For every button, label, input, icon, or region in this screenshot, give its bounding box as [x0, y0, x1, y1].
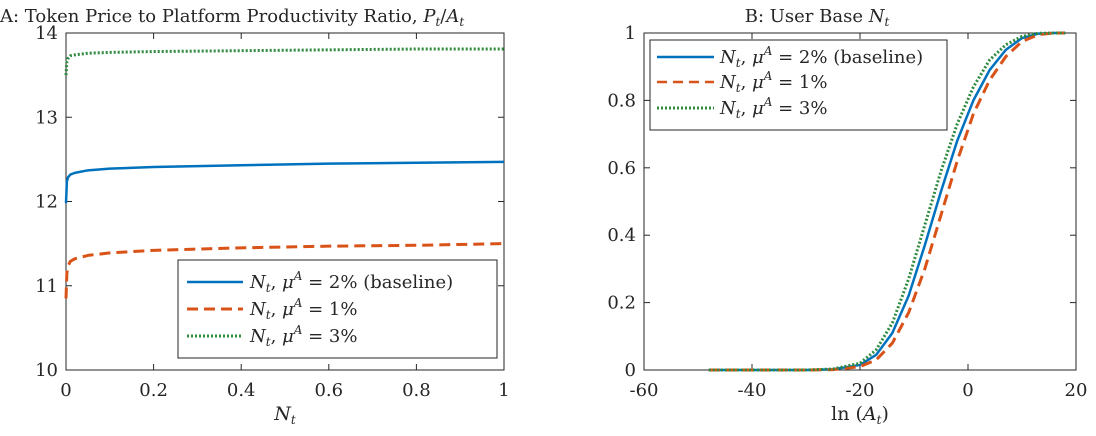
y-tick-label: 10 — [35, 360, 58, 381]
panel-b-series-lines — [708, 31, 1066, 372]
y-tick-label: 0.2 — [607, 293, 636, 314]
panel-a-legend-label-mu3: Nt, μA = 3% — [249, 323, 358, 349]
panel-a-legend: Nt, μA = 2% (baseline) Nt, μA = 1% Nt, μ… — [177, 259, 498, 359]
panel-a-y-ticks: 10 11 12 13 14 — [35, 23, 504, 381]
x-tick-label: 1 — [498, 380, 509, 401]
panel-a-legend-label-baseline: Nt, μA = 2% (baseline) — [249, 269, 453, 295]
panel-a-x-axis-label: Nt — [273, 403, 296, 427]
panel-b-title: B: User Base Nt — [745, 6, 890, 29]
series-line-solid — [64, 160, 505, 204]
series-line-dashed — [64, 242, 505, 299]
series-line-dashed — [708, 31, 1066, 372]
y-tick-label: 1 — [625, 23, 636, 44]
panel-b-legend-label-baseline: Nt, μA = 2% (baseline) — [719, 44, 923, 70]
y-tick-label: 13 — [35, 107, 58, 128]
x-tick-label: 0 — [60, 380, 71, 401]
panel-b-legend-label-mu3: Nt, μA = 3% — [719, 95, 828, 121]
y-tick-label: 11 — [35, 276, 58, 297]
panel-b-legend: Nt, μA = 2% (baseline) Nt, μA = 1% Nt, μ… — [649, 39, 948, 131]
panel-b-legend-box — [649, 39, 948, 131]
x-tick-label: -20 — [846, 380, 875, 401]
y-tick-label: 0 — [625, 360, 636, 381]
x-tick-label: -40 — [738, 380, 767, 401]
panel-b-x-axis-label: ln (At) — [831, 403, 889, 427]
x-tick-label: 0 — [962, 380, 973, 401]
x-tick-label: 0.2 — [139, 380, 168, 401]
panel-b-legend-label-mu1: Nt, μA = 1% — [719, 69, 828, 95]
x-tick-label: 20 — [1065, 380, 1088, 401]
x-tick-label: -60 — [630, 380, 659, 401]
panel-b: B: User Base Nt 0 0.2 0.4 0.6 0.8 1 -60 -40 -20… — [607, 6, 1087, 427]
x-tick-label: 0.4 — [227, 380, 256, 401]
panel-a: A: Token Price to Platform Productivity … — [0, 6, 510, 427]
y-tick-label: 0.4 — [607, 225, 636, 246]
y-tick-label: 12 — [35, 192, 58, 213]
panel-b-x-ticks: -60 -40 -20 0 20 — [630, 33, 1088, 401]
panel-a-x-ticks: 0 0.2 0.4 0.6 0.8 1 — [60, 33, 510, 401]
panel-a-title: A: Token Price to Platform Productivity … — [0, 6, 464, 29]
y-tick-label: 14 — [35, 23, 58, 44]
y-tick-label: 0.8 — [607, 90, 636, 111]
panel-a-legend-label-mu1: Nt, μA = 1% — [249, 296, 358, 322]
y-tick-label: 0.6 — [607, 158, 636, 179]
x-tick-label: 0.6 — [314, 380, 343, 401]
panel-b-y-ticks: 0 0.2 0.4 0.6 0.8 1 — [607, 23, 1076, 381]
x-tick-label: 0.8 — [402, 380, 431, 401]
series-line-dotted — [64, 47, 504, 76]
panel-a-series-lines — [64, 47, 505, 299]
